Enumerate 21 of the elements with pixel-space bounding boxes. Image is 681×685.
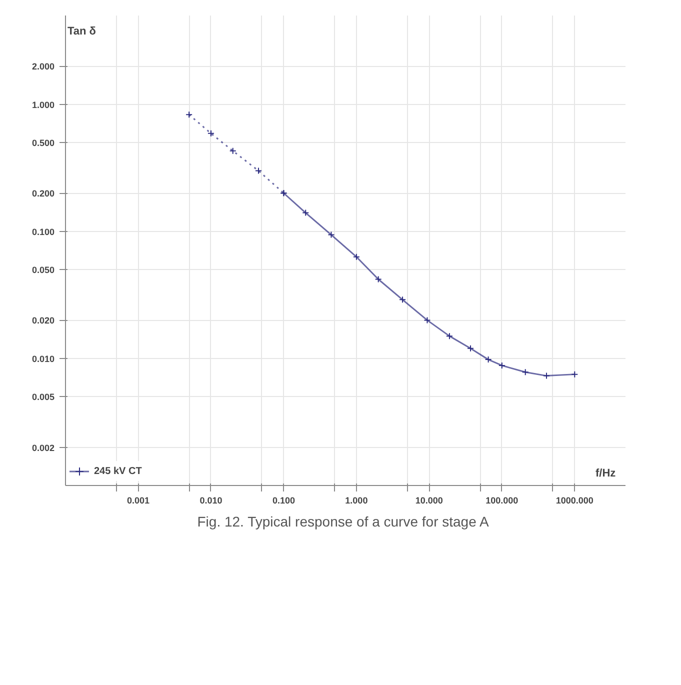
x-tick-label: 0.001 xyxy=(126,496,150,506)
y-tick-label: 1.000 xyxy=(32,100,55,110)
x-axis-title: f/Hz xyxy=(596,468,616,480)
x-tick-label: 0.010 xyxy=(200,496,222,506)
y-tick-label: 0.010 xyxy=(32,354,55,364)
caption: Fig. 12. Typical response of a curve for stage A xyxy=(197,514,490,530)
legend-label: 245 kV CT xyxy=(94,466,142,476)
y-tick-label: 0.050 xyxy=(32,265,55,276)
y-tick-label: 0.020 xyxy=(32,316,55,326)
y-tick-label: 0.002 xyxy=(32,442,55,453)
x-tick-label: 100.000 xyxy=(486,496,518,506)
x-tick-label: 1.000 xyxy=(345,496,368,506)
x-tick-label: 0.100 xyxy=(272,496,295,506)
y-tick-label: 0.500 xyxy=(32,138,55,148)
y-tick-label: 0.005 xyxy=(32,392,55,402)
x-tick-label: 10.000 xyxy=(415,496,443,506)
y-tick-label: 0.200 xyxy=(32,188,55,199)
y-tick-label: 2.000 xyxy=(32,62,55,72)
x-tick-label: 1000.000 xyxy=(556,496,594,506)
y-tick-label: 0.100 xyxy=(32,226,55,237)
y-axis-title: Tan δ xyxy=(68,26,96,38)
